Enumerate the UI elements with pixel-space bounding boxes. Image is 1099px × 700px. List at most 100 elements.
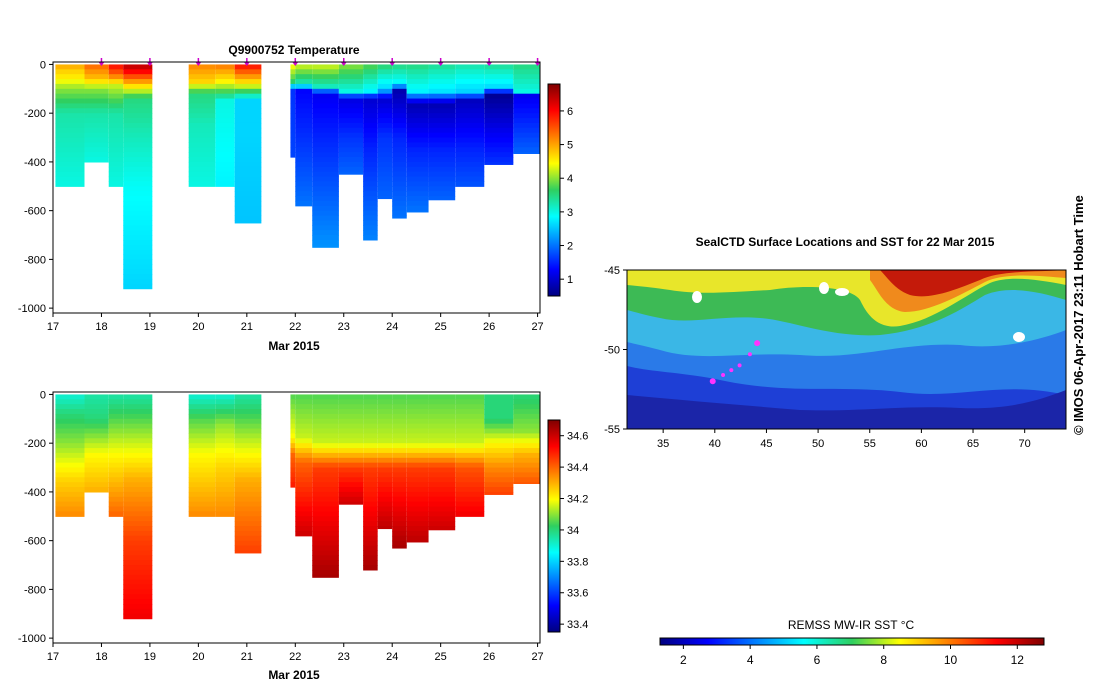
salinity-cell-profile-5 [215,487,235,493]
salinity-cell-profile-12 [377,477,393,483]
salinity-cell-profile-9 [312,565,339,571]
temperature-cell-profile-12 [377,79,393,85]
salinity-cell-profile-1 [84,428,109,435]
salinity-cell-profile-17 [484,428,514,435]
temperature-cell-profile-9 [312,152,339,158]
salinity-cell-profile-1 [84,413,109,420]
salinity-cell-profile-3 [123,496,153,503]
temperature-cell-profile-6 [234,142,262,148]
temperature-cell-profile-3 [123,205,153,212]
temperature-cell-profile-5 [215,166,235,173]
salinity-cell-profile-6 [234,399,262,405]
temperature-cell-profile-11 [363,103,378,109]
temperature-cell-profile-5 [215,161,235,168]
salinity-cell-profile-12 [377,452,393,459]
temperature-cell-profile-2 [108,74,124,80]
temperature-cell-profile-5 [215,113,235,119]
salinity-cell-profile-1 [84,409,109,415]
temperature-cell-profile-9 [312,239,339,246]
temperature-cbar-tick-label: 6 [567,106,573,118]
temperature-cell-profile-3 [123,69,153,75]
temperature-cell-profile-12 [377,161,393,168]
salinity-cell-profile-4 [188,399,216,405]
salinity-cell-profile-14 [406,477,429,483]
salinity-ytick-label: -1000 [18,633,46,645]
temperature-cell-profile-9 [312,220,339,226]
salinity-cell-profile-14 [406,516,429,522]
salinity-cell-profile-6 [234,413,262,420]
salinity-cell-profile-12 [377,399,393,405]
temperature-cell-profile-3 [123,142,153,148]
salinity-cell-profile-14 [406,482,429,488]
salinity-cell-profile-11 [363,433,378,439]
salinity-cell-profile-16 [455,399,485,405]
salinity-cell-profile-8 [295,443,313,449]
temperature-cell-profile-12 [377,103,393,109]
temperature-cell-profile-9 [312,176,339,182]
salinity-cell-profile-13 [392,457,407,464]
salinity-cell-profile-3 [123,477,153,483]
temperature-cell-profile-11 [363,83,378,90]
temperature-cell-profile-8 [295,171,313,178]
temperature-cell-profile-3 [123,147,153,153]
salinity-cell-profile-13 [392,540,407,547]
salinity-cell-profile-12 [377,487,393,493]
temperature-cell-profile-1 [84,93,109,100]
temperature-cell-profile-5 [215,137,235,144]
temperature-cell-profile-3 [123,161,153,168]
salinity-plot-frame [52,391,541,644]
temperature-cell-profile-1 [84,103,109,109]
salinity-cell-profile-11 [363,452,378,459]
temperature-cell-profile-1 [84,132,109,139]
temperature-cell-profile-11 [363,88,378,95]
salinity-cell-profile-6 [234,462,262,469]
temperature-cell-profile-12 [377,74,393,80]
temperature-cell-profile-0 [55,152,85,158]
salinity-cell-profile-3 [123,448,153,454]
temperature-cell-profile-17 [484,161,514,165]
salinity-cell-profile-16 [455,423,485,430]
salinity-cell-profile-8 [295,477,313,483]
salinity-cell-profile-9 [312,526,339,532]
salinity-cell-profile-13 [392,545,407,549]
temperature-cell-profile-2 [108,103,124,109]
salinity-cell-profile-2 [108,448,124,454]
temperature-cell-profile-15 [428,108,456,114]
temperature-cell-profile-3 [123,132,153,139]
temperature-cell-profile-9 [312,200,339,207]
temperature-cell-profile-18 [513,142,540,148]
salinity-cell-profile-17 [484,423,514,430]
temperature-cell-profile-4 [188,118,216,124]
salinity-cell-profile-17 [484,418,514,425]
temperature-cell-profile-18 [513,79,540,85]
temperature-cell-profile-2 [108,69,124,75]
salinity-cell-profile-2 [108,496,124,503]
salinity-cell-profile-14 [406,399,429,405]
temperature-cell-profile-12 [377,157,393,163]
temperature-cell-profile-1 [84,137,109,144]
salinity-cell-profile-10 [338,496,364,503]
salinity-cell-profile-13 [392,535,407,542]
salinity-cell-profile-8 [295,496,313,503]
salinity-cell-profile-13 [392,487,407,493]
salinity-cell-profile-5 [215,472,235,478]
salinity-cell-profile-17 [484,487,514,493]
temperature-cell-profile-11 [363,93,378,100]
map-xtick-label: 45 [760,438,772,450]
salinity-cell-profile-9 [312,438,339,444]
salinity-cell-profile-18 [513,482,540,484]
salinity-cell-profile-5 [215,438,235,444]
profile-marker-head [292,62,299,66]
temperature-cell-profile-17 [484,152,514,158]
temperature-cell-profile-9 [312,171,339,178]
salinity-cell-profile-9 [312,423,339,430]
salinity-cell-profile-0 [55,413,85,420]
salinity-cell-profile-9 [312,535,339,542]
surface-location-point [721,372,726,377]
salinity-cell-profile-4 [188,477,216,483]
temperature-cell-profile-2 [108,132,124,139]
temperature-cell-profile-15 [428,69,456,75]
salinity-cell-profile-6 [234,423,262,430]
temperature-cbar-tick-label: 3 [567,207,573,219]
temperature-cell-profile-1 [84,152,109,158]
